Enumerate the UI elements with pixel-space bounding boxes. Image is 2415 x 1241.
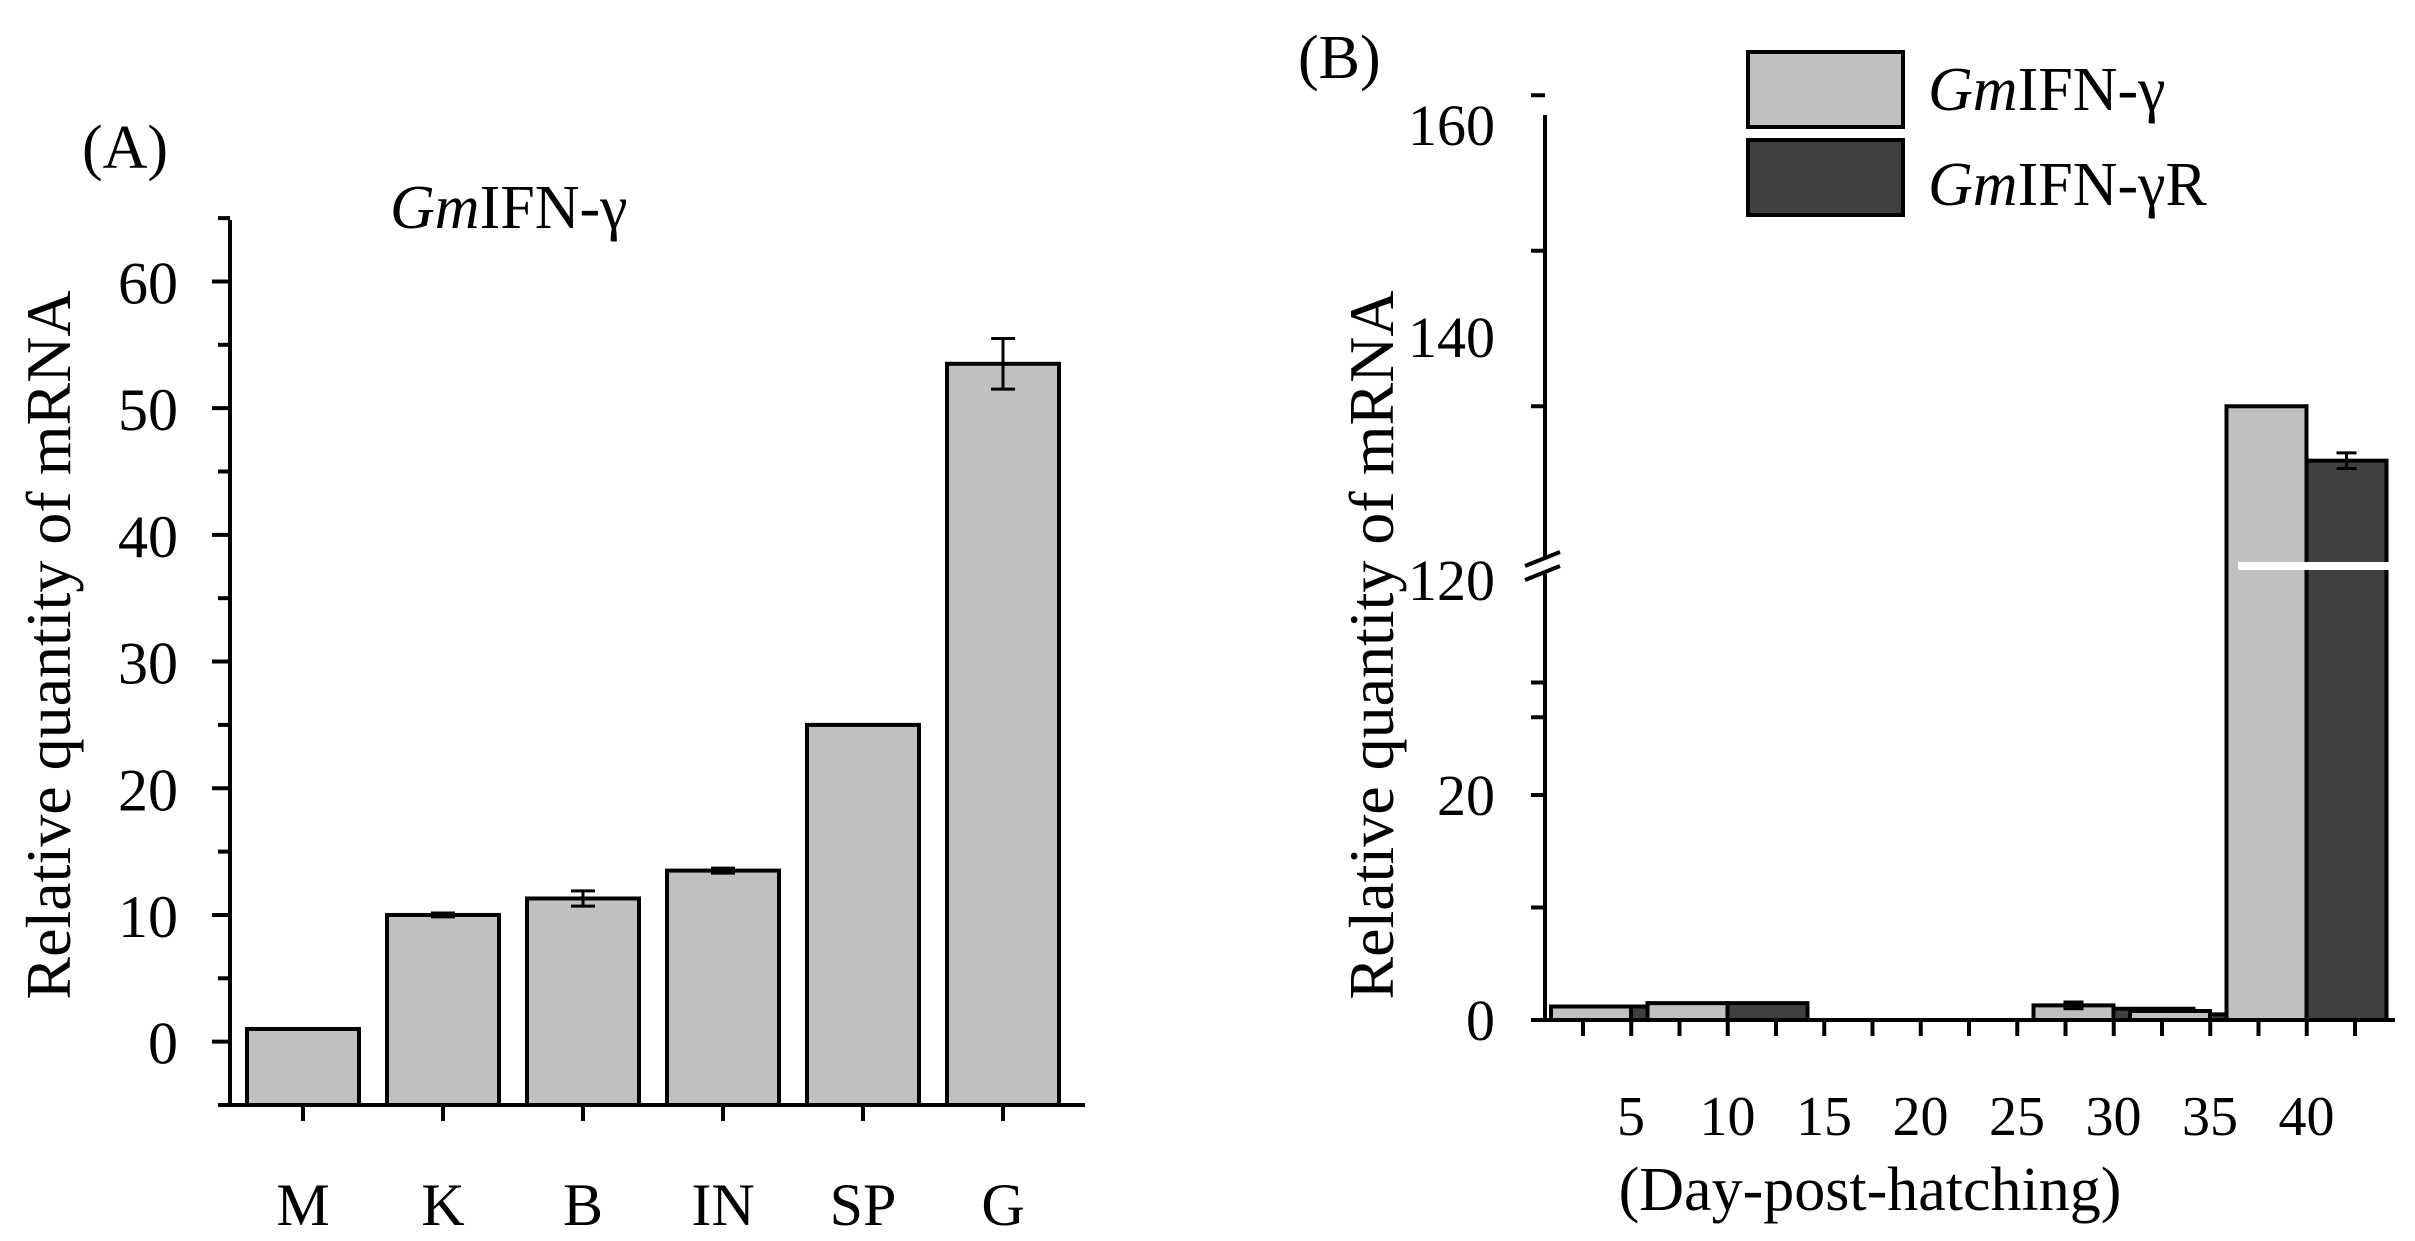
panel-b-bar-day-40-ifn-gamma-r: [2304, 458, 2389, 1022]
legend-swatch-ifn-gamma-r: [1746, 138, 1905, 217]
panel-a-x-tick-label: M: [276, 1172, 329, 1238]
panel-a-x-tick-label: K: [421, 1172, 464, 1238]
panel-b-x-tick-label: 5: [1617, 1086, 1645, 1148]
panel-b-x-tick-label: 35: [2182, 1086, 2238, 1148]
panel-b-axis-break-mark-lower: [1524, 564, 1561, 582]
panel-b-x-tick-label: 30: [2086, 1086, 2142, 1148]
panel-b-bar-day-40-ifn-gamma: [2224, 404, 2309, 1022]
panel-b-bar-day-10-ifn-gamma: [1645, 1001, 1730, 1022]
panel-b-x-tick-label: 15: [1796, 1086, 1852, 1148]
panel-a-error-bar-k: [431, 911, 455, 919]
panel-b-x-tick-label: 40: [2279, 1086, 2335, 1148]
panel-a-bar-g: [945, 361, 1061, 1107]
panel-a-title: GmIFN-γ: [390, 174, 628, 242]
legend-label-ifn-gamma-r: GmIFN-γR: [1928, 151, 2208, 219]
panel-a-bar-m: [245, 1026, 361, 1107]
panel-b-y-tick-label: 0: [1466, 988, 1495, 1053]
panel-b-error-bar-day-40: [2336, 451, 2357, 470]
panel-a-error-bar-g: [991, 336, 1015, 391]
panel-b-label: (B): [1298, 24, 1381, 92]
panel-a-x-tick-label: B: [563, 1172, 603, 1238]
legend-label-ifn-gamma-rest: IFN-γ: [2018, 56, 2166, 124]
panel-a-bar-in: [665, 868, 781, 1107]
panel-b-y-tick-label: 20: [1437, 763, 1495, 828]
panel-a-bar-k: [385, 912, 501, 1108]
panel-a-y-tick-label: 40: [118, 504, 178, 570]
panel-a-title-italic: Gm: [390, 174, 480, 242]
panel-b-ylabel: Relative quantity of mRNA: [1336, 290, 1407, 999]
panel-a-y-tick-label: 50: [118, 377, 178, 443]
panel-a-bar-sp: [805, 722, 921, 1108]
panel-a-x-tick-label: IN: [691, 1172, 754, 1238]
panel-a-y-tick-label: 30: [118, 631, 178, 697]
panel-b-x-tick-label: 25: [1989, 1086, 2045, 1148]
panel-a-error-bar-in: [711, 866, 735, 875]
panel-a-ylabel: Relative quantity of mRNA: [13, 290, 84, 999]
legend-label-ifn-gamma-r-italic: Gm: [1928, 151, 2018, 219]
panel-b-y-tick-label: 120: [1408, 548, 1495, 613]
panel-a-y-tick-label: 20: [118, 757, 178, 823]
legend-label-ifn-gamma-italic: Gm: [1928, 56, 2018, 124]
panel-a-error-bar-b: [571, 889, 595, 908]
panel-b-x-tick-label: 10: [1700, 1086, 1756, 1148]
panel-a: (A) GmIFN-γ Relative quantity of mRNA 0 1…: [13, 114, 1085, 1238]
panel-a-y-tick-label: 60: [118, 250, 178, 316]
panel-a-x-tick-label: SP: [830, 1172, 897, 1238]
panel-a-label: (A): [82, 114, 168, 182]
legend-label-ifn-gamma: GmIFN-γ: [1928, 56, 2166, 124]
panel-a-title-rest: IFN-γ: [480, 174, 628, 242]
panel-b-error-bar-day-30: [2063, 1000, 2084, 1011]
panel-b-y-tick-label: 160: [1408, 93, 1495, 158]
legend: GmIFN-γ GmIFN-γR: [1746, 50, 2208, 219]
panel-b-xlabel: (Day-post-hatching): [1619, 1156, 2122, 1224]
panel-a-x-tick-label: G: [981, 1172, 1024, 1238]
panel-a-y-tick-label: 10: [118, 884, 178, 950]
panel-b-y-tick-label: 140: [1408, 305, 1495, 370]
panel-b-bar-break-gap: [2238, 562, 2396, 570]
legend-swatch-ifn-gamma: [1746, 50, 1905, 129]
panel-b-bar-day-5-ifn-gamma: [1549, 1004, 1633, 1022]
panel-b-axis-break-mark-upper: [1524, 550, 1561, 568]
panel-b: (B) Relative quantity of mRNA (Day-post-…: [1298, 24, 2396, 1224]
legend-label-ifn-gamma-r-rest: IFN-γR: [2018, 151, 2208, 219]
panel-a-bar-b: [525, 896, 641, 1107]
panel-b-x-tick-label: 20: [1893, 1086, 1949, 1148]
panel-a-y-tick-label: 0: [148, 1011, 178, 1077]
panel-b-bar-day-10-ifn-gamma-r: [1725, 1001, 1810, 1022]
